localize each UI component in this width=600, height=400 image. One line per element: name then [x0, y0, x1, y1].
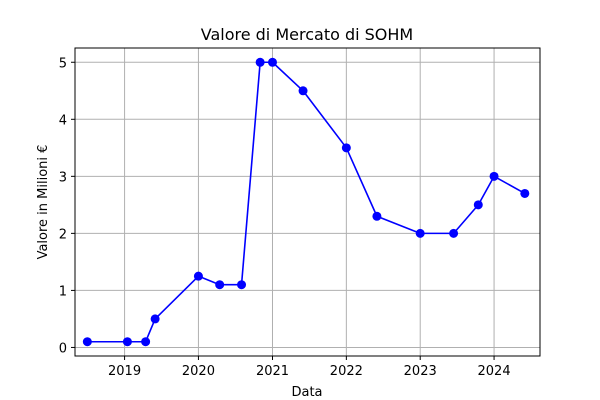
data-point [122, 337, 132, 347]
x-tick-label: 2020 [182, 364, 215, 379]
y-tick-label: 4 [59, 113, 67, 128]
data-point [298, 86, 308, 96]
data-point [193, 271, 203, 281]
y-axis-label: Valore in Milioni € [36, 145, 51, 260]
x-tick-label: 2022 [330, 364, 363, 379]
y-tick-label: 5 [59, 56, 67, 71]
data-point [82, 337, 92, 347]
x-tick-label: 2023 [404, 364, 437, 379]
x-tick-label: 2024 [478, 364, 511, 379]
data-point [215, 280, 225, 290]
data-point [267, 57, 277, 67]
axis-ticks: 2019 2020 2021 2022 2023 2024 0 1 2 3 4 5 [59, 56, 511, 379]
y-tick-label: 2 [59, 227, 67, 242]
data-point [150, 314, 160, 324]
data-point [255, 57, 265, 67]
x-axis-label: Data [291, 385, 322, 400]
x-tick-label: 2019 [108, 364, 141, 379]
plot-frame [74, 47, 541, 357]
data-point [415, 228, 425, 238]
data-point [341, 143, 351, 153]
data-point [520, 188, 530, 198]
data-point [237, 280, 247, 290]
data-point [473, 200, 483, 210]
y-tick-label: 1 [59, 284, 67, 299]
series-layer [82, 57, 530, 347]
x-tick-label: 2021 [256, 364, 289, 379]
y-tick-label: 3 [59, 170, 67, 185]
y-tick-label: 0 [59, 341, 67, 356]
data-point [372, 211, 382, 221]
chart-title: Valore di Mercato di SOHM [201, 25, 413, 44]
grid [75, 48, 540, 356]
data-point [141, 337, 151, 347]
data-point [449, 228, 459, 238]
data-point [489, 171, 499, 181]
